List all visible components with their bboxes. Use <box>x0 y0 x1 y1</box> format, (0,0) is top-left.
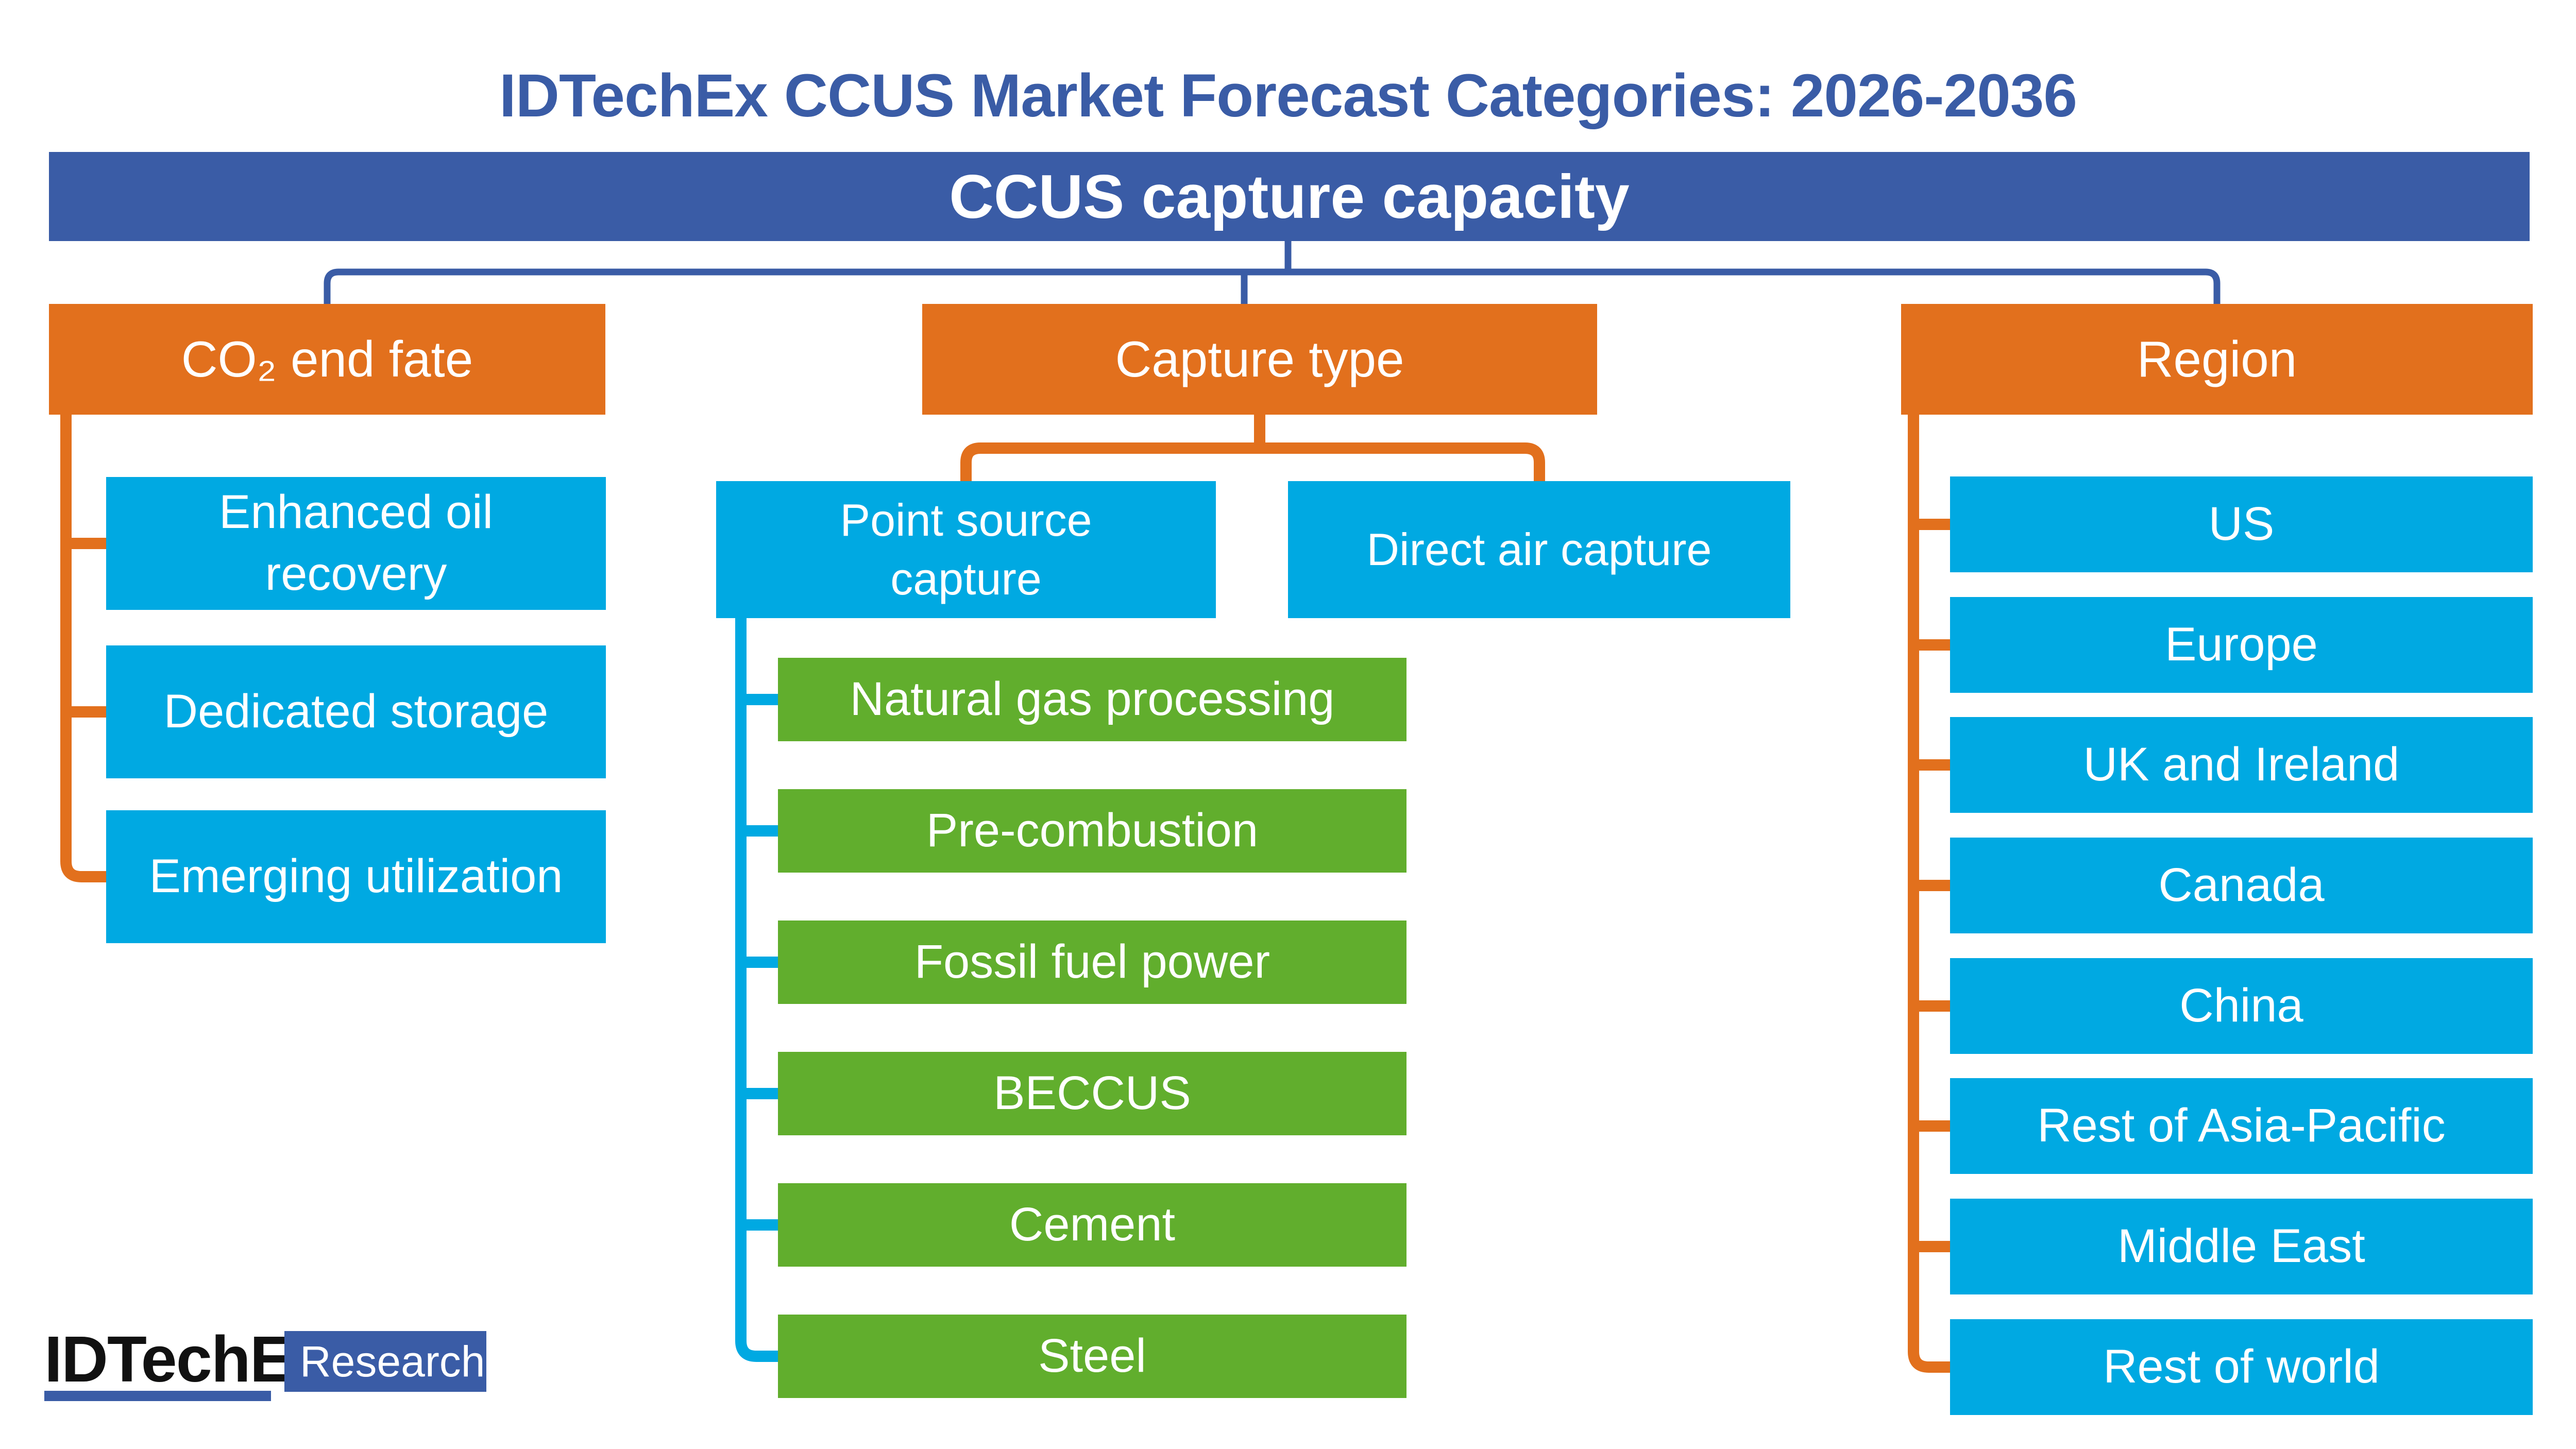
node-point-source-capture: Point source capture <box>716 481 1216 618</box>
pointsource-branch-line <box>735 618 778 1362</box>
node-emerging-utilization-label: Emerging utilization <box>149 850 563 903</box>
branch-co2-end-fate: CO₂ end fate <box>49 304 605 415</box>
node-cement: Cement <box>778 1183 1406 1267</box>
branch-capture-type: Capture type <box>922 304 1597 415</box>
node-region-europe-label: Europe <box>2165 618 2318 671</box>
node-enhanced-oil-recovery: Enhanced oil recovery <box>106 477 606 610</box>
root-node-label: CCUS capture capacity <box>949 162 1630 231</box>
node-region-uk-and-ireland-label: UK and Ireland <box>2083 738 2400 791</box>
node-direct-air-capture: Direct air capture <box>1288 481 1790 618</box>
node-region-middle-east-label: Middle East <box>2117 1220 2365 1273</box>
node-region-us-label: US <box>2208 498 2275 551</box>
node-direct-air-capture-label: Direct air capture <box>1366 523 1712 575</box>
idtechex-research-badge: Research <box>284 1331 486 1392</box>
node-fossil-fuel-power-label: Fossil fuel power <box>914 935 1270 988</box>
node-cement-label: Cement <box>1009 1198 1176 1251</box>
node-fossil-fuel-power: Fossil fuel power <box>778 920 1406 1004</box>
node-natural-gas-processing-label: Natural gas processing <box>850 673 1335 726</box>
endfate-branch-line <box>60 415 106 882</box>
node-steel: Steel <box>778 1315 1406 1398</box>
node-region-europe: Europe <box>1950 597 2533 693</box>
node-natural-gas-processing: Natural gas processing <box>778 658 1406 741</box>
node-dedicated-storage-label: Dedicated storage <box>163 685 549 738</box>
node-enhanced-oil-recovery-label: Enhanced oil recovery <box>219 486 493 600</box>
branch-co2-end-fate-label: CO₂ end fate <box>181 330 473 387</box>
node-pre-combustion-label: Pre-combustion <box>926 804 1259 857</box>
node-pre-combustion: Pre-combustion <box>778 789 1406 873</box>
branch-capture-type-label: Capture type <box>1115 330 1404 387</box>
node-region-rest-of-asia-pacific-label: Rest of Asia-Pacific <box>2037 1099 2446 1152</box>
node-region-rest-of-world-label: Rest of world <box>2103 1340 2380 1393</box>
node-beccus: BECCUS <box>778 1052 1406 1135</box>
node-beccus-label: BECCUS <box>993 1067 1191 1120</box>
idtechex-logo-text: IDTechEx <box>44 1323 328 1395</box>
idtechex-research-label: Research <box>300 1337 485 1386</box>
branch-region-label: Region <box>2137 330 2297 387</box>
node-region-middle-east: Middle East <box>1950 1199 2533 1294</box>
idtechex-logo-underline <box>44 1391 271 1401</box>
node-region-canada-label: Canada <box>2158 859 2325 912</box>
node-point-source-capture-label: Point source capture <box>840 494 1092 604</box>
node-region-canada: Canada <box>1950 838 2533 933</box>
node-region-rest-of-asia-pacific: Rest of Asia-Pacific <box>1950 1078 2533 1174</box>
node-region-china: China <box>1950 958 2533 1054</box>
node-region-us: US <box>1950 476 2533 572</box>
node-emerging-utilization: Emerging utilization <box>106 810 606 943</box>
node-region-uk-and-ireland: UK and Ireland <box>1950 717 2533 813</box>
node-region-rest-of-world: Rest of world <box>1950 1319 2533 1415</box>
branch-region: Region <box>1901 304 2533 415</box>
node-region-china-label: China <box>2179 979 2303 1032</box>
page-title: IDTechEx CCUS Market Forecast Categories… <box>499 62 2077 130</box>
region-branch-line <box>1908 415 1950 1373</box>
node-dedicated-storage: Dedicated storage <box>106 645 606 778</box>
root-node-ccus-capture-capacity: CCUS capture capacity <box>49 152 2530 241</box>
node-steel-label: Steel <box>1038 1329 1146 1383</box>
trunk-horizontal-line <box>324 268 2221 304</box>
capture-split-line <box>960 442 1545 481</box>
